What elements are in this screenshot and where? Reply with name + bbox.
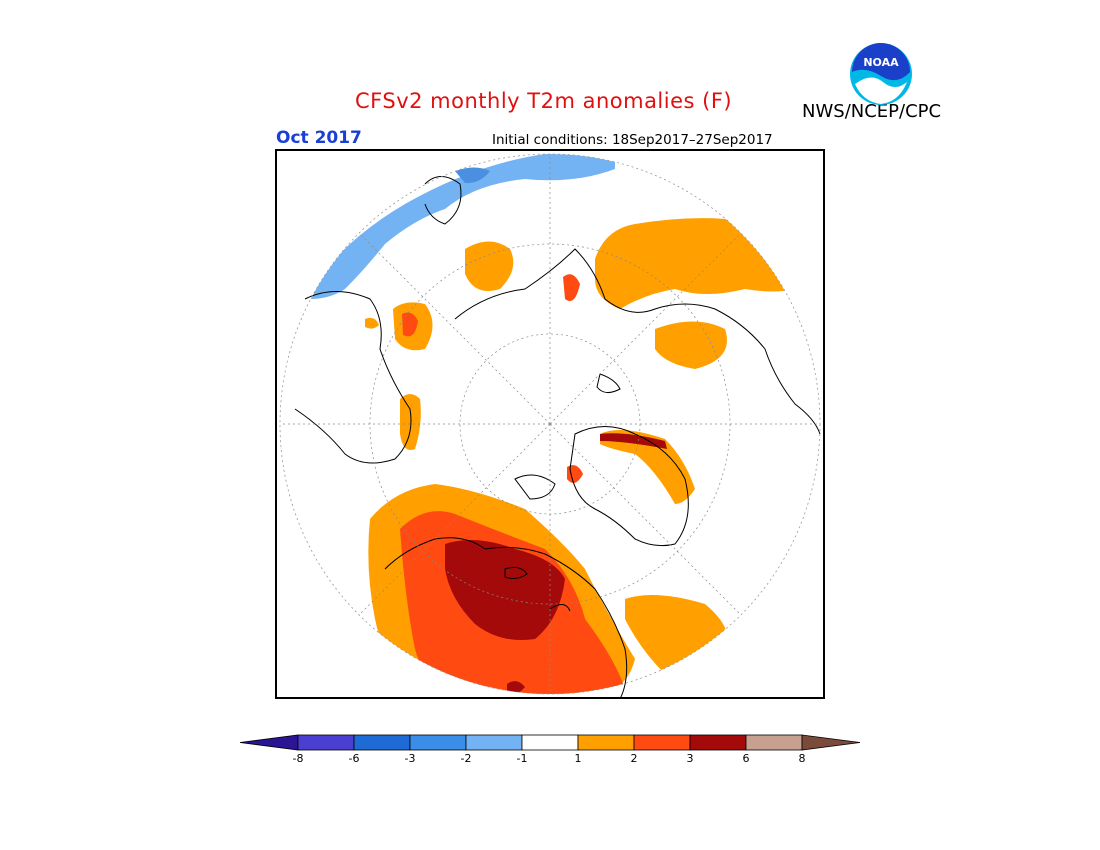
colorbar-box — [353, 734, 411, 751]
agency-label: NWS/NCEP/CPC — [802, 101, 942, 122]
colorbar-box — [577, 734, 635, 751]
colorbar-tick-label: 8 — [798, 752, 806, 765]
colorbar-tick-label: -2 — [460, 752, 472, 765]
colorbar-box — [633, 734, 691, 751]
warm-anomaly-region — [465, 241, 514, 292]
initial-conditions: Initial conditions: 18Sep2017–27Sep2017 — [492, 132, 773, 148]
colorbar-box — [689, 734, 747, 751]
forecast-month: Oct 2017 — [276, 128, 362, 148]
colorbar-box — [745, 734, 803, 751]
cool-anomaly-region — [310, 154, 615, 299]
colorbar-tick-label: -8 — [292, 752, 304, 765]
coastlines — [294, 176, 821, 699]
colorbar-box — [409, 734, 467, 751]
polar-anomaly-map — [275, 149, 825, 699]
graticule — [280, 154, 820, 694]
noaa-logo-text: NOAA — [863, 56, 899, 69]
colorbar-tick-label: 3 — [686, 752, 694, 765]
colorbar-tick-label: 1 — [574, 752, 582, 765]
colorbar-box — [521, 734, 579, 751]
anomaly-colorbar — [239, 734, 861, 751]
colorbar-box — [465, 734, 523, 751]
colorbar-tick-label: -6 — [348, 752, 360, 765]
colorbar-tick-label: 2 — [630, 752, 638, 765]
colorbar-box — [297, 734, 355, 751]
map-frame — [275, 149, 825, 699]
strong-warm-anomaly-region — [445, 540, 565, 640]
colorbar-tick-label: -3 — [404, 752, 416, 765]
noaa-logo-icon: NOAA — [850, 43, 912, 105]
chart-title: CFSv2 monthly T2m anomalies (F) — [355, 89, 733, 113]
colorbar-end-high — [801, 734, 861, 751]
colorbar-tick-label: -1 — [516, 752, 528, 765]
colorbar-end-low — [239, 734, 299, 751]
colorbar-tick-label: 6 — [742, 752, 750, 765]
